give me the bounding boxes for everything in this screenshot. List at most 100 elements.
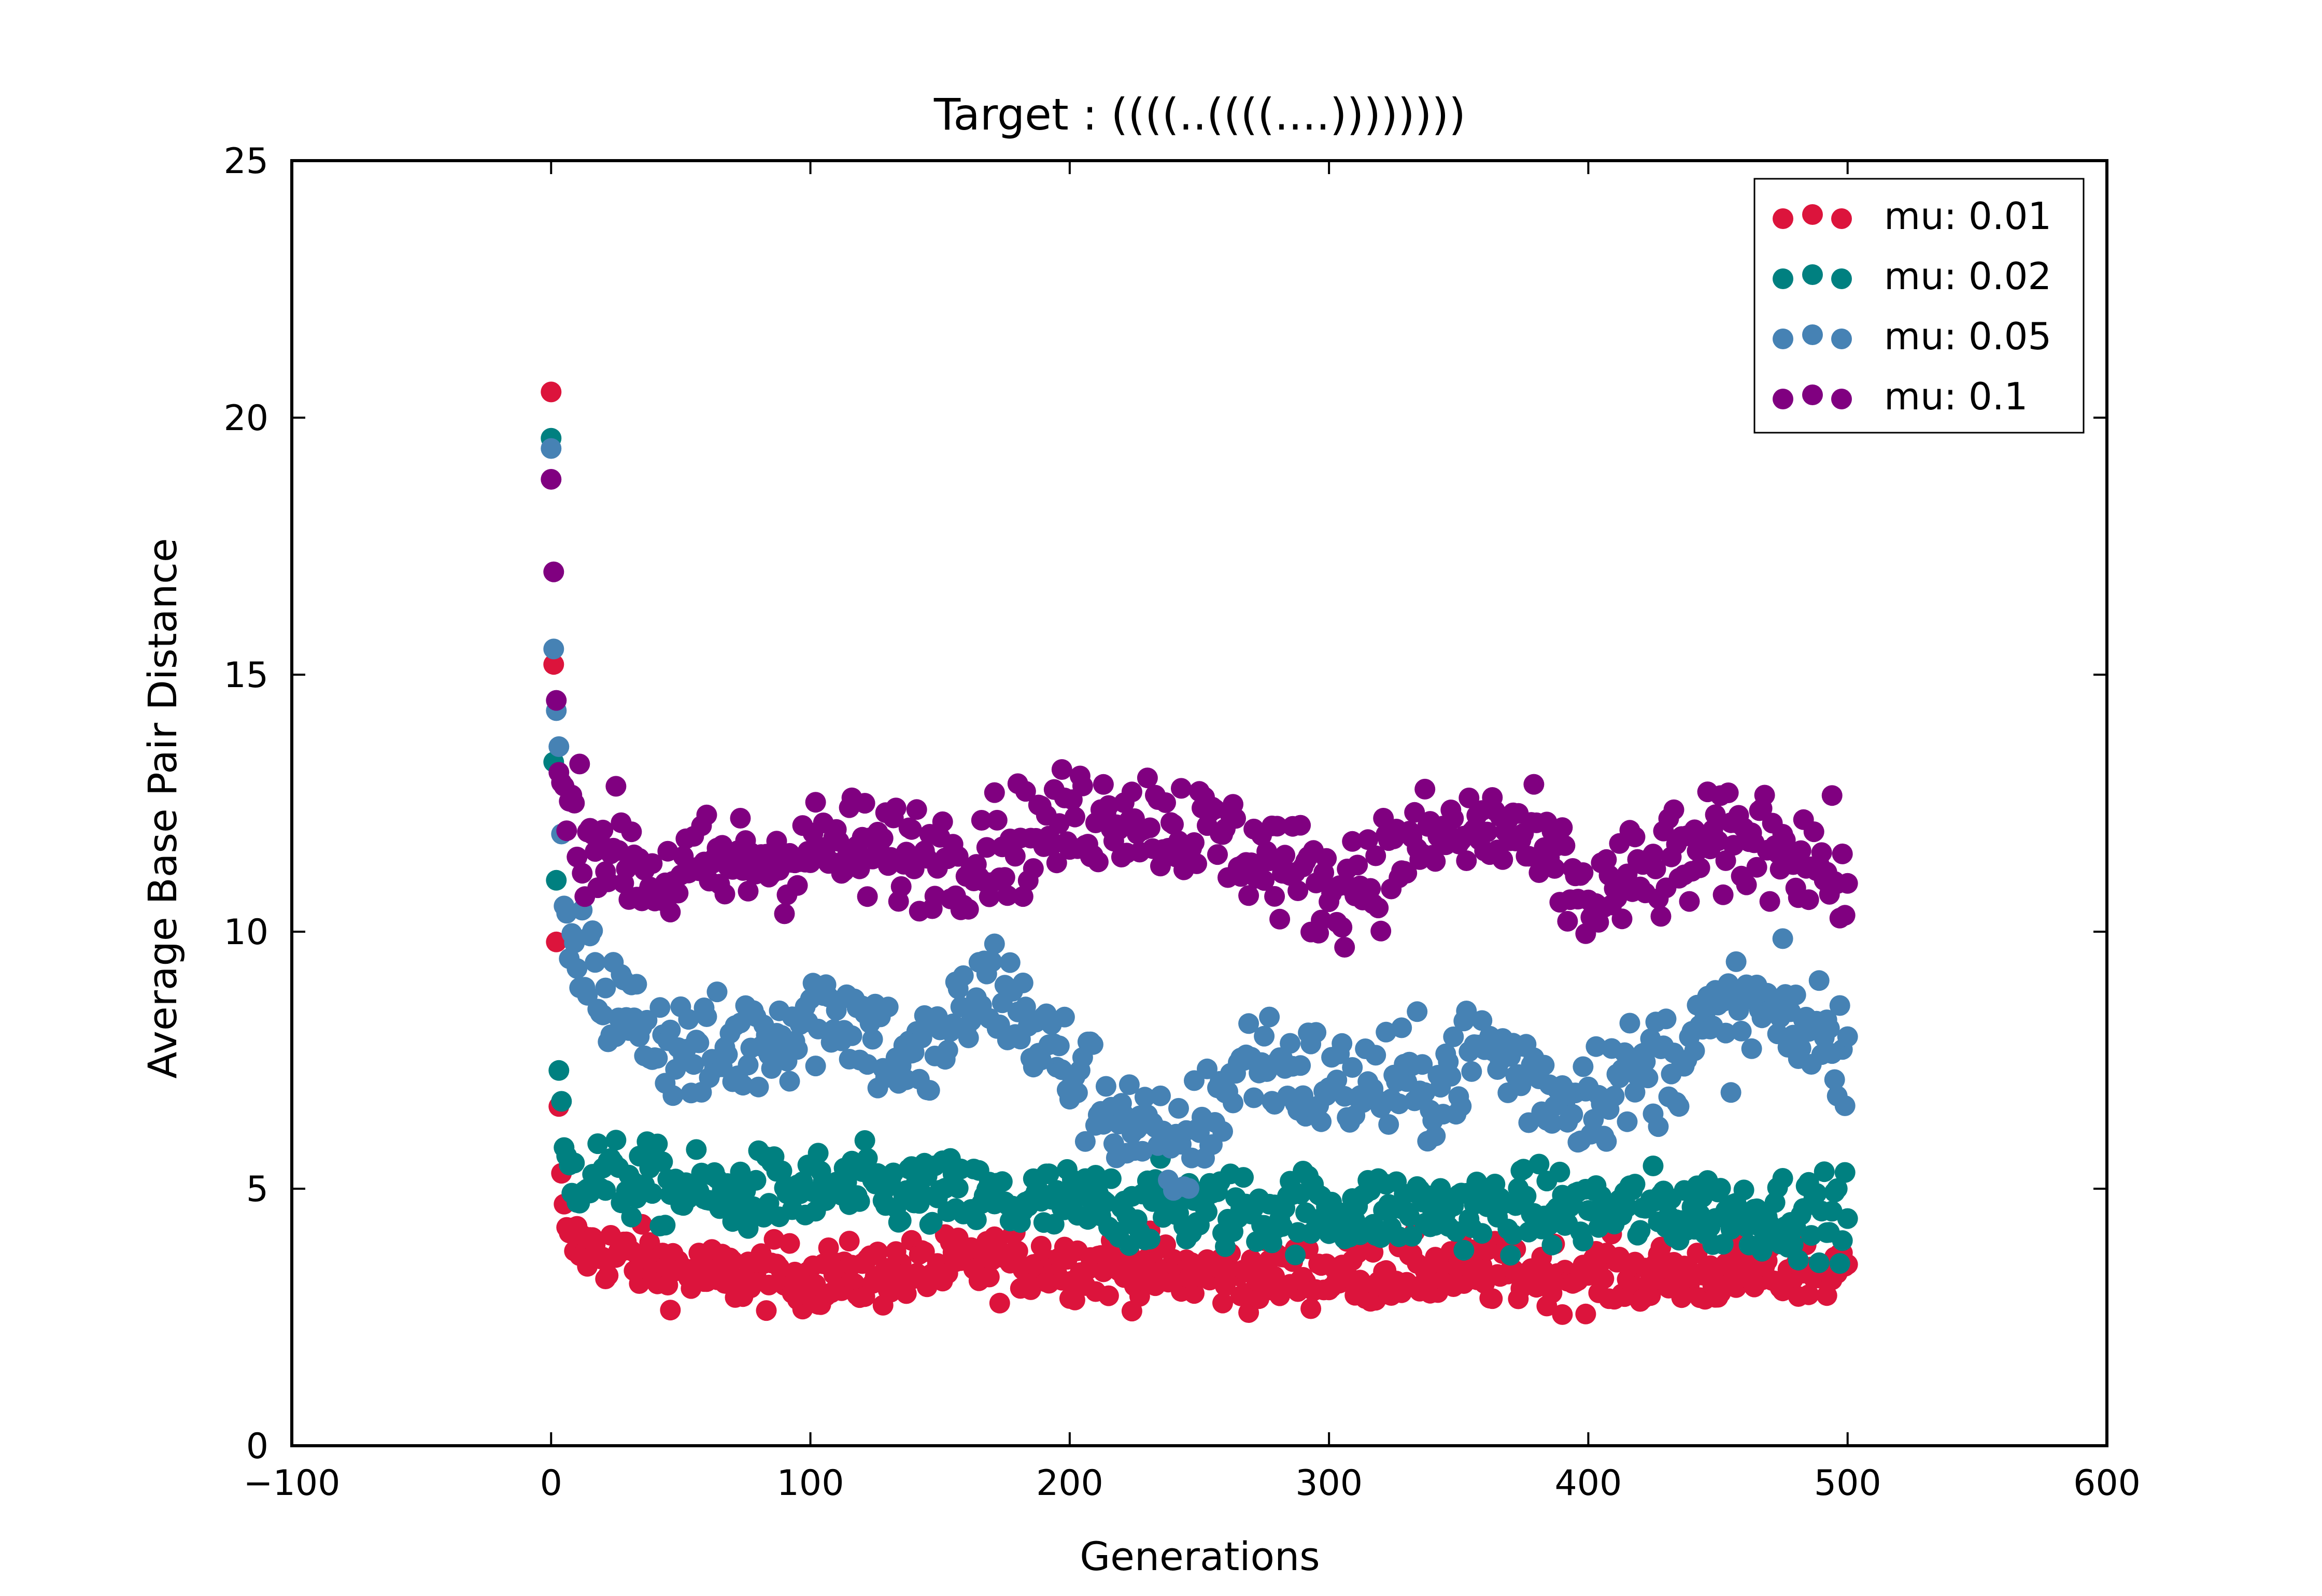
data-point (647, 1133, 668, 1155)
data-point (1461, 1061, 1482, 1082)
data-point (1733, 1179, 1754, 1201)
data-point (1131, 1141, 1153, 1162)
data-point (1808, 970, 1830, 991)
data-point (572, 863, 593, 884)
data-point (1290, 1055, 1311, 1076)
data-point (1798, 1284, 1819, 1305)
data-point (660, 1300, 681, 1321)
data-point (564, 1152, 585, 1174)
legend-marker (1802, 324, 1823, 345)
y-tick-label: 25 (223, 141, 268, 182)
data-point (1015, 781, 1036, 802)
data-point (1700, 1255, 1721, 1276)
data-point (1583, 1109, 1604, 1130)
data-point (862, 1029, 883, 1050)
data-point (1775, 830, 1796, 851)
data-point (541, 469, 562, 490)
data-point (981, 951, 1002, 973)
data-point (1179, 1178, 1199, 1199)
data-point (1829, 995, 1850, 1016)
data-point (1163, 814, 1184, 835)
data-point (655, 1215, 676, 1236)
data-point (1150, 1085, 1171, 1106)
data-point (1038, 1163, 1059, 1185)
data-point (1624, 1174, 1646, 1195)
data-point (919, 1080, 940, 1101)
data-point (1720, 1219, 1742, 1240)
data-point (1663, 799, 1684, 820)
data-point (1492, 849, 1513, 870)
data-point (947, 846, 969, 867)
data-point (1604, 1086, 1625, 1107)
data-point (1801, 1225, 1822, 1246)
data-point (636, 1009, 658, 1031)
data-point (1389, 1093, 1410, 1115)
data-point (1412, 1054, 1433, 1075)
data-point (1617, 1111, 1638, 1132)
data-point (1617, 1196, 1638, 1218)
data-point (1121, 781, 1142, 803)
legend-entry: mu: 0.02 (1773, 254, 2051, 298)
data-point (1067, 1082, 1088, 1103)
data-point (779, 1233, 800, 1254)
data-point (999, 952, 1021, 973)
data-point (1064, 1289, 1085, 1310)
data-point (642, 853, 663, 874)
x-tick-label: 400 (1555, 1463, 1622, 1504)
data-point (1007, 1241, 1028, 1262)
data-point (1046, 852, 1067, 874)
data-point (1687, 1243, 1708, 1264)
data-point (642, 1183, 663, 1204)
data-point (647, 1048, 668, 1069)
data-point (1451, 1095, 1472, 1117)
data-point (911, 1182, 932, 1204)
data-point (1259, 850, 1280, 872)
data-point (953, 965, 974, 986)
data-point (1549, 1161, 1570, 1182)
data-point (1243, 1087, 1265, 1108)
data-point (761, 1058, 782, 1079)
data-point (1225, 808, 1246, 829)
data-point (1368, 897, 1389, 919)
data-point (686, 1139, 707, 1160)
data-point (1254, 870, 1275, 891)
data-point (1098, 1285, 1119, 1306)
data-point (901, 819, 922, 840)
data-point (1326, 1070, 1348, 1091)
data-point (1087, 851, 1109, 873)
data-point (1617, 863, 1638, 885)
data-point (567, 846, 588, 867)
data-point (1043, 1214, 1065, 1235)
data-point (678, 1009, 699, 1030)
data-point (1365, 1045, 1386, 1066)
data-point (738, 880, 759, 902)
data-point (1645, 858, 1666, 879)
legend-marker (1831, 389, 1852, 409)
data-point (564, 932, 585, 953)
data-point (567, 958, 588, 979)
data-point (1184, 1283, 1205, 1304)
data-point (976, 837, 997, 858)
x-tick-label: 200 (1036, 1463, 1103, 1504)
data-point (546, 870, 567, 891)
data-point (1728, 1000, 1749, 1021)
data-point (841, 1025, 862, 1046)
y-tick-label: 20 (223, 398, 268, 439)
data-point (1668, 1096, 1690, 1117)
legend-marker (1773, 329, 1793, 349)
data-point (1051, 759, 1072, 780)
data-point (587, 1133, 608, 1155)
data-point (854, 793, 875, 814)
data-point (1396, 863, 1418, 884)
data-point (598, 1265, 619, 1286)
data-point (649, 997, 671, 1018)
data-point (1635, 1051, 1656, 1072)
data-point (1233, 1167, 1254, 1188)
legend-label: mu: 0.05 (1884, 315, 2051, 358)
legend-entry: mu: 0.05 (1773, 315, 2051, 358)
data-point (1254, 1025, 1275, 1047)
data-point (1197, 1201, 1217, 1222)
data-point (548, 1060, 570, 1081)
data-point (1074, 1131, 1096, 1152)
